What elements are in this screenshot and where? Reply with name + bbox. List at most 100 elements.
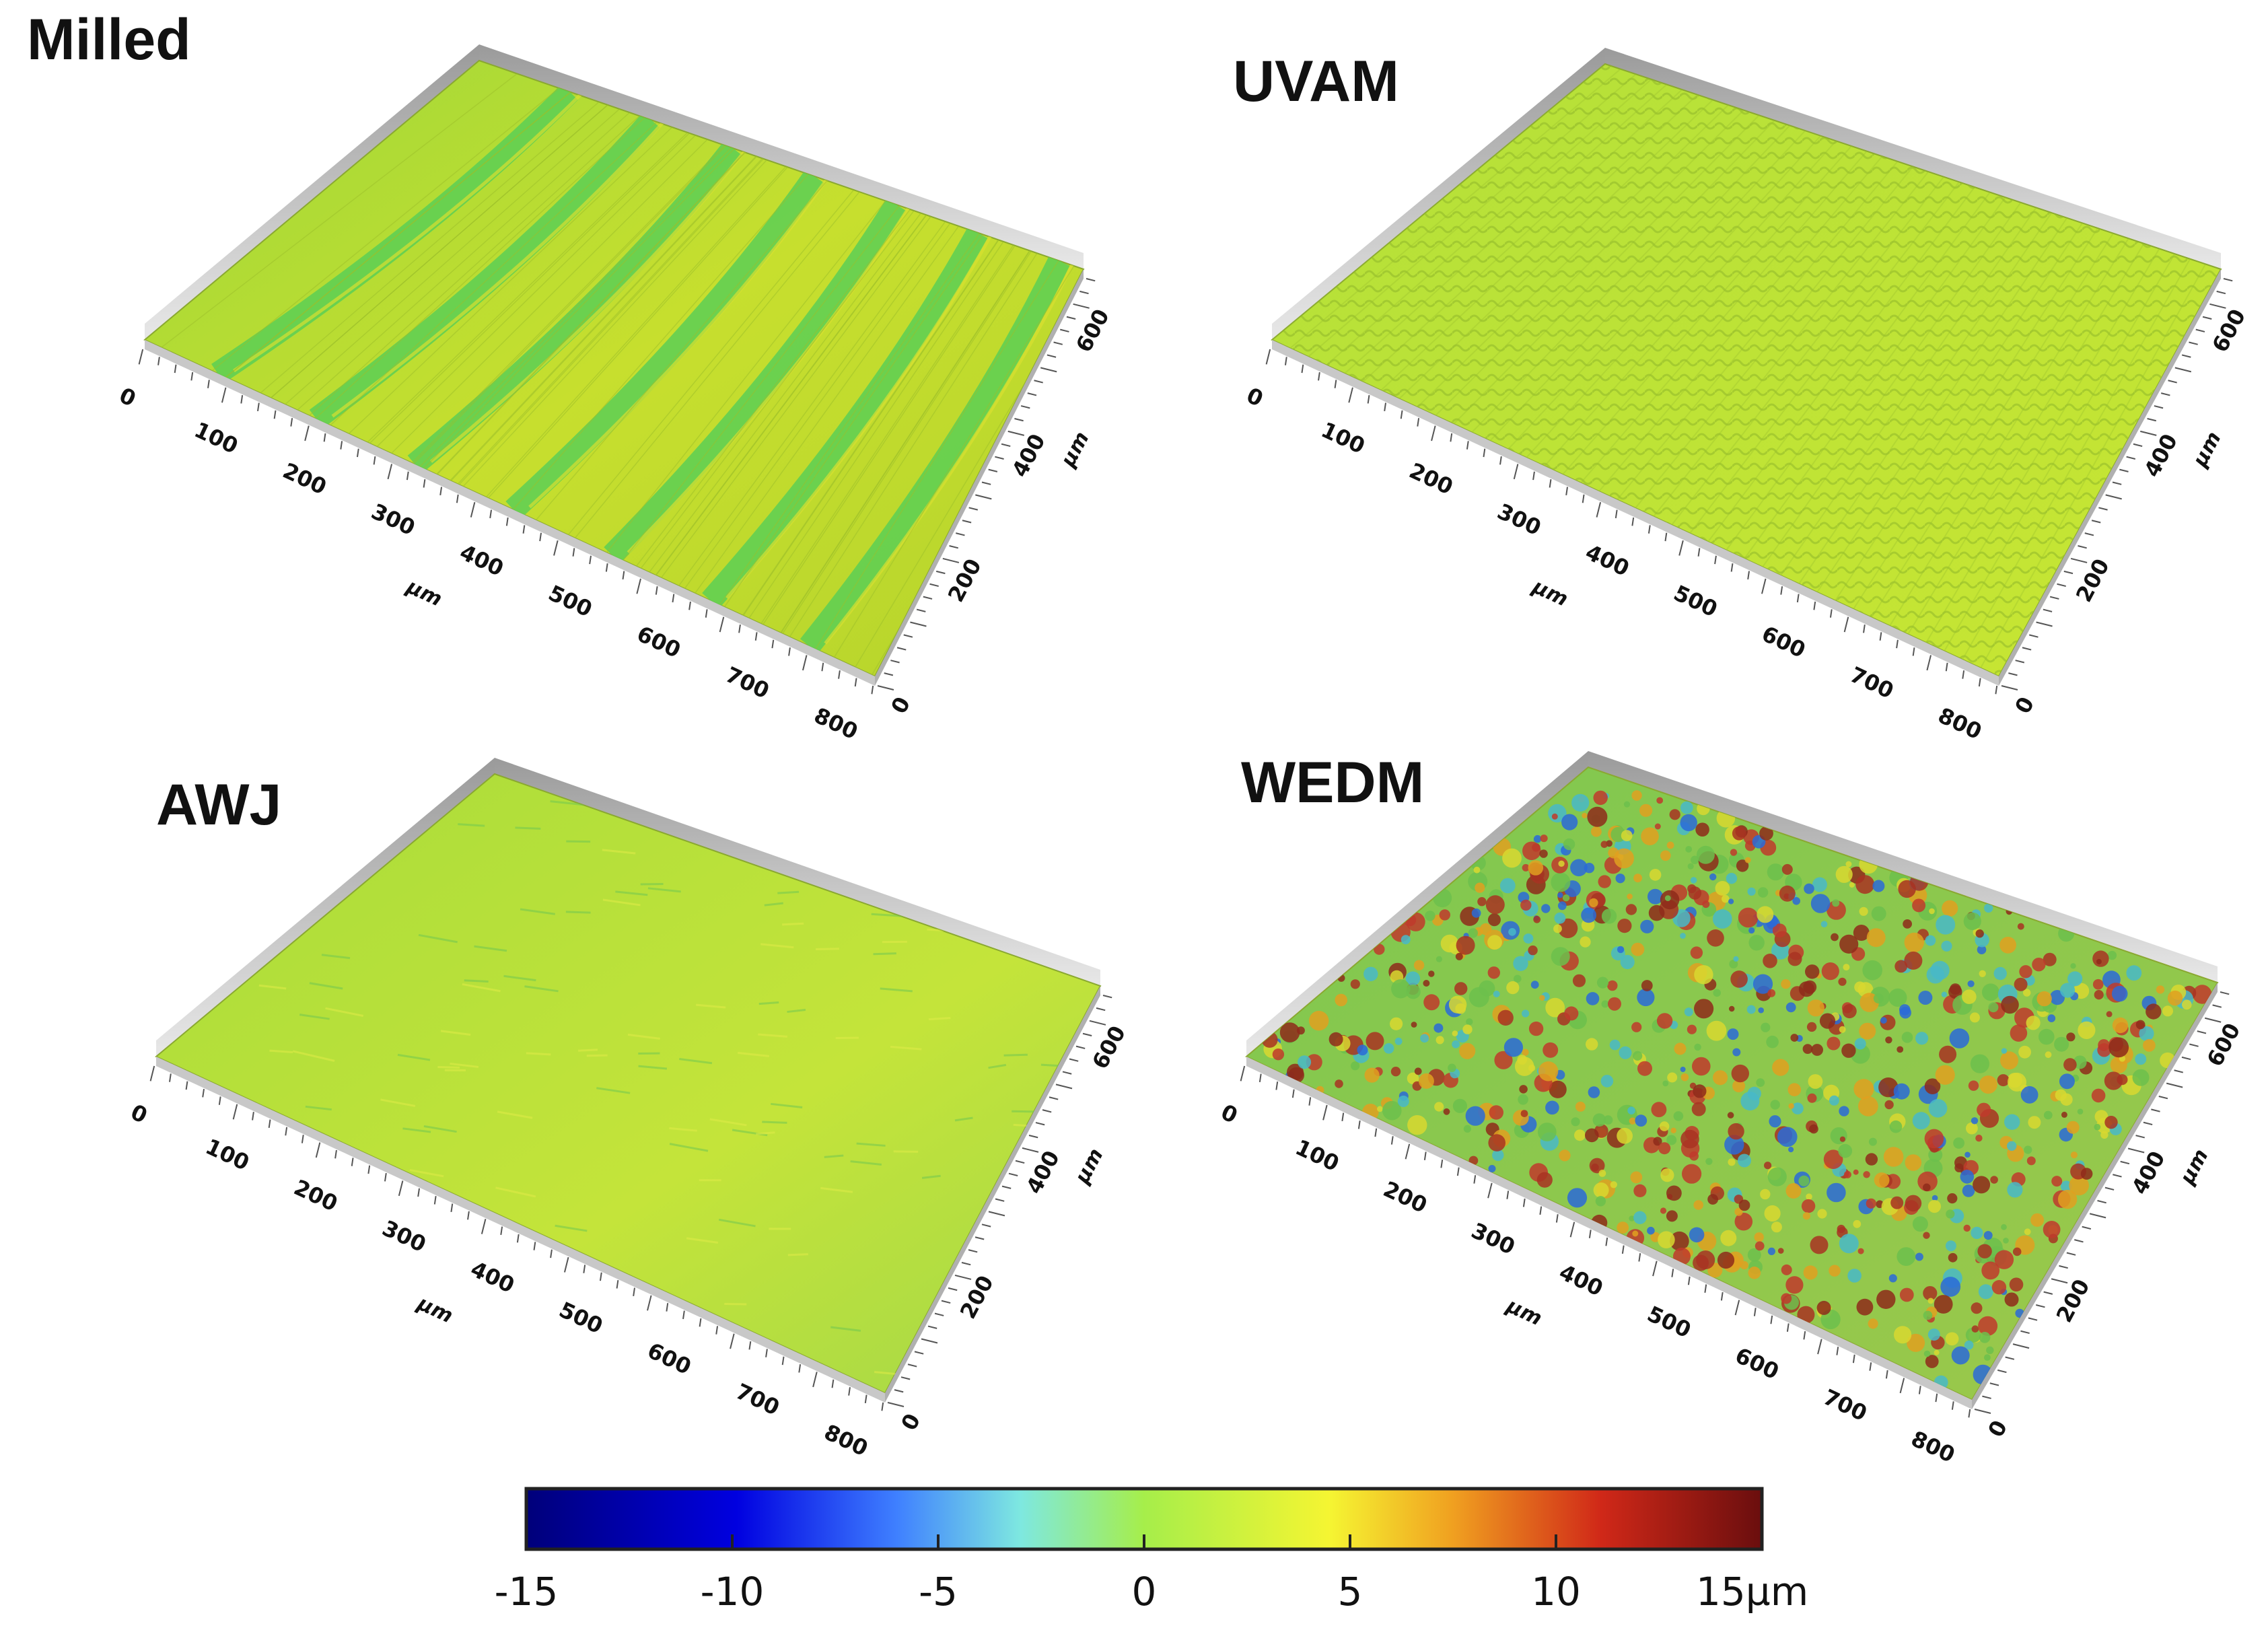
x-axis-tick [1995, 685, 1998, 695]
ripple-line [1925, 248, 2160, 643]
crater-blob [1581, 907, 1597, 923]
crater-blob [1740, 1092, 1760, 1111]
x-axis-tick [1265, 349, 1271, 365]
crater-blob [1838, 977, 1847, 986]
crater-blob [1845, 861, 1852, 867]
jet-streak [787, 1253, 808, 1256]
feed-mark [535, 180, 828, 521]
crater-blob [1843, 1170, 1851, 1178]
crater-blob [1545, 997, 1565, 1018]
x-axis-tick [754, 632, 758, 641]
crater-blob [1946, 1209, 1955, 1219]
crater-blob [1883, 1147, 1904, 1167]
crater-blob [1865, 1153, 1878, 1166]
crater-blob [1589, 1158, 1605, 1174]
x-axis-tick [688, 601, 691, 610]
surface-plot-wedm: 0 100 200 300 400 500 600 700 800 µm 0 200 400 600 µm [1217, 751, 2246, 1468]
crater-blob [1819, 1013, 1836, 1029]
crater-blob [1632, 1230, 1639, 1237]
slab-edge [1272, 340, 1999, 686]
ripple-line [1944, 253, 2176, 652]
y-axis-tick [974, 1236, 985, 1240]
feed-mark [742, 239, 999, 616]
surface-smooth [155, 773, 1102, 1394]
crater-blob [1601, 1000, 1609, 1008]
crater-blob [1487, 913, 1501, 927]
crater-blob [1936, 915, 1956, 935]
x-axis-tick [218, 1096, 221, 1105]
crater-blob [1418, 1073, 1434, 1089]
x-axis-tick [273, 410, 277, 419]
y-axis-tick [2074, 1239, 2084, 1243]
x-tick-label: 400 [456, 539, 508, 581]
x-tick-label: 600 [1758, 620, 1810, 663]
feed-mark [315, 117, 645, 419]
crater-blob [1541, 904, 1551, 913]
crater-blob [1298, 1055, 1312, 1069]
y-axis-tick [2028, 1317, 2038, 1321]
x-axis-tick [1582, 494, 1585, 503]
y-axis-tick [949, 545, 959, 549]
feed-mark [367, 132, 688, 443]
crater-blob [1635, 1114, 1647, 1127]
surface-plot-uvam: 0 100 200 300 400 500 600 700 800 µm 0 200 400 600 µm [1243, 48, 2251, 744]
y-axis-tick [2113, 1174, 2122, 1178]
feed-mark [450, 155, 757, 481]
crater-blob [1588, 1086, 1600, 1098]
crater-blob [1561, 814, 1578, 830]
crater-blob [1328, 1032, 1343, 1046]
x-axis-tick [1671, 1269, 1674, 1277]
crater-blob [1487, 935, 1502, 950]
x-axis-tick [1400, 410, 1403, 419]
crater-blob [1764, 1162, 1772, 1170]
feed-mark [297, 112, 631, 411]
y-unit-label: µm [1056, 428, 1094, 471]
slab-edge [156, 1057, 885, 1403]
crater-blob [2104, 1116, 2118, 1129]
crater-blob [1781, 1293, 1792, 1304]
milling-groove [309, 112, 660, 429]
crater-blob [1748, 1267, 1761, 1279]
y-axis-tick [907, 1363, 917, 1368]
x-axis-tick [1899, 1378, 1905, 1394]
crater-blob [1949, 1028, 1970, 1049]
crater-blob [1520, 1110, 1528, 1117]
crater-blob [1428, 970, 1435, 977]
crater-blob [1475, 882, 1485, 893]
crater-blob [1888, 1274, 1897, 1283]
crater-blob [1912, 1216, 1928, 1232]
crater-blob [1722, 894, 1730, 903]
crater-blob [2019, 965, 2032, 979]
crater-blob [1648, 904, 1665, 921]
y-axis-tick [2036, 621, 2053, 627]
crater-blob [2070, 963, 2076, 969]
crater-blob [1522, 1009, 1530, 1018]
crater-blob [1787, 952, 1802, 966]
slab-edge [145, 340, 875, 686]
y-axis-tick [1001, 443, 1011, 448]
x-axis-tick [138, 349, 144, 365]
x-axis-tick [699, 1318, 702, 1327]
ripple-line [1598, 155, 1883, 492]
y-axis-tick [2212, 1004, 2222, 1008]
y-tick-label: 200 [955, 1271, 999, 1323]
crater-blob [1350, 979, 1360, 989]
y-axis-tick [2015, 660, 2025, 664]
crater-blob [1962, 989, 1977, 1004]
surface-plot-awj: 0 100 200 300 400 500 600 700 800 µm 0 200 400 600 µm [127, 758, 1131, 1461]
crater-blob [1971, 1302, 1983, 1314]
y-axis-tick [2189, 341, 2198, 345]
crater-blob [2001, 995, 2019, 1014]
crater-blob [1656, 1013, 1673, 1029]
x-axis-tick [1753, 1308, 1757, 1316]
y-axis-tick [2204, 1017, 2222, 1023]
crater-blob [1627, 893, 1633, 900]
crater-blob [1689, 1151, 1699, 1161]
crater-blob [1772, 923, 1787, 937]
x-axis-tick [765, 1349, 768, 1357]
crater-blob [1397, 1096, 1409, 1107]
ripple-line [1726, 192, 1991, 551]
y-axis-tick [1035, 1122, 1045, 1126]
crater-blob [1730, 849, 1738, 856]
crater-blob [1993, 966, 2007, 981]
